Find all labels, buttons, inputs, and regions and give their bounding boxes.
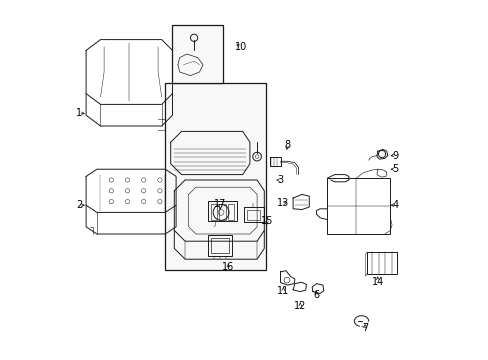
- Bar: [326, 178, 389, 234]
- Text: 17: 17: [214, 199, 226, 210]
- Text: 3: 3: [277, 175, 283, 185]
- Bar: [208, 235, 231, 256]
- Text: 7: 7: [361, 323, 367, 333]
- Bar: [246, 210, 260, 220]
- Text: 6: 6: [313, 290, 319, 300]
- Text: 8: 8: [284, 140, 289, 150]
- Text: 4: 4: [392, 200, 398, 210]
- Bar: [208, 201, 237, 221]
- Text: 10: 10: [234, 42, 246, 52]
- Text: 1: 1: [76, 108, 82, 118]
- Text: 15: 15: [260, 216, 272, 226]
- Bar: [165, 83, 265, 270]
- Bar: [227, 204, 234, 220]
- Text: 13: 13: [277, 198, 289, 208]
- Text: 11: 11: [277, 285, 289, 296]
- Bar: [366, 252, 397, 274]
- Text: 9: 9: [392, 150, 398, 161]
- Text: 5: 5: [392, 164, 398, 174]
- Bar: [172, 25, 223, 83]
- Bar: [244, 207, 264, 222]
- Text: 2: 2: [76, 200, 82, 210]
- Bar: [219, 204, 225, 220]
- Bar: [211, 238, 229, 253]
- Text: 12: 12: [293, 301, 306, 311]
- Text: 16: 16: [222, 262, 234, 272]
- Text: 14: 14: [371, 276, 383, 287]
- Bar: [210, 204, 217, 220]
